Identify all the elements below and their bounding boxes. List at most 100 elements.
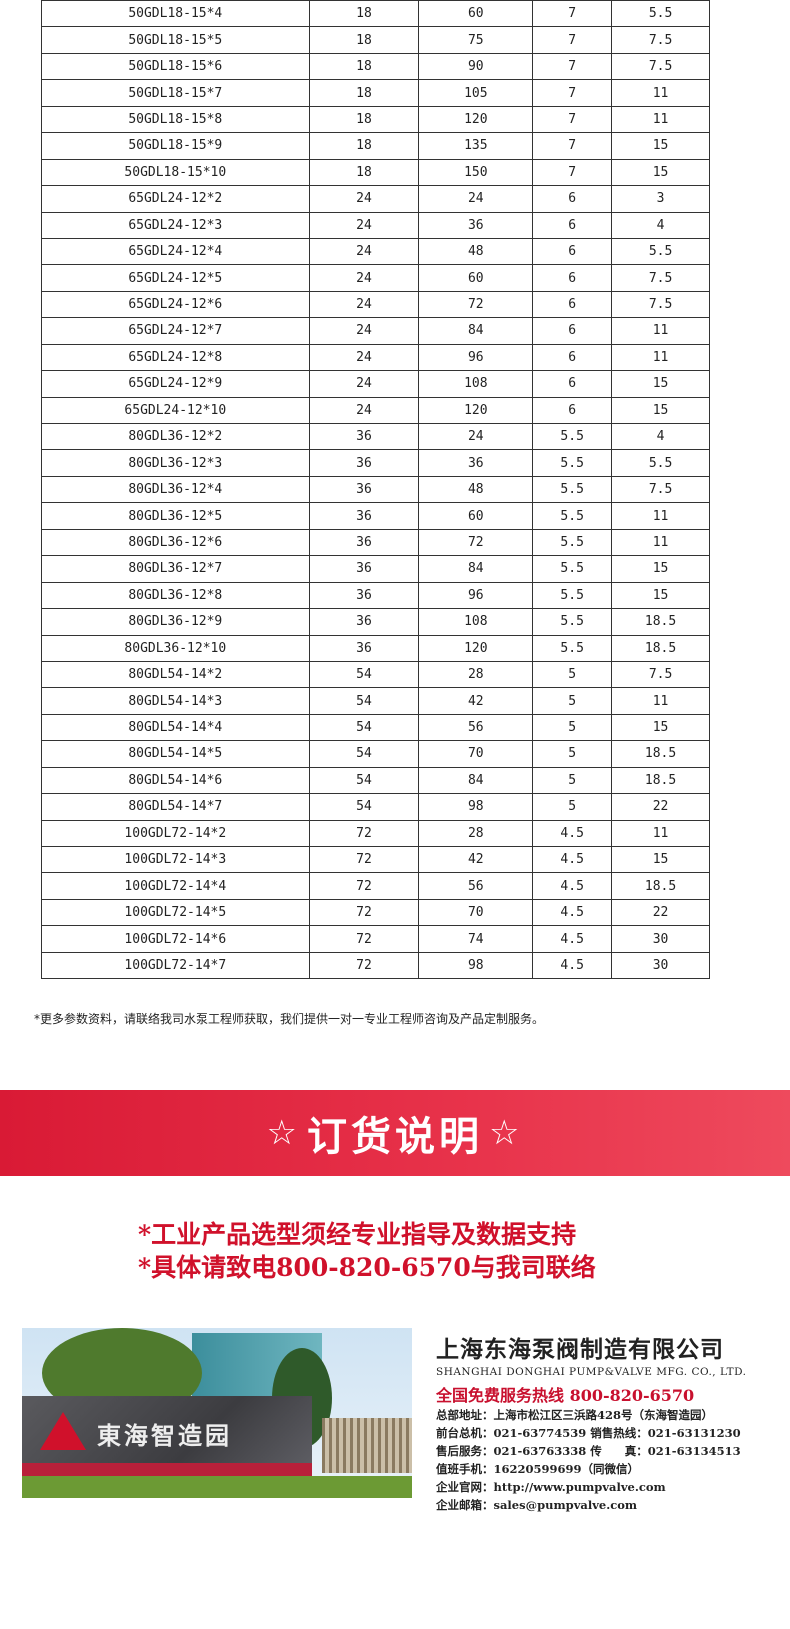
order-notes: *工业产品选型须经专业指导及数据支持 *具体请致电800-820-6570与我司… bbox=[138, 1218, 596, 1284]
table-cell: 4 bbox=[611, 422, 710, 451]
footnote: *更多参数资料，请联络我司水泵工程师获取，我们提供一对一专业工程师咨询及产品定制… bbox=[34, 1012, 545, 1026]
table-cell: 18.5 bbox=[611, 766, 710, 795]
table-cell: 100GDL72-14*7 bbox=[41, 951, 310, 980]
table-cell: 65GDL24-12*8 bbox=[41, 343, 310, 372]
table-cell: 36 bbox=[308, 449, 420, 477]
table-cell: 84 bbox=[418, 555, 534, 583]
table-cell: 28 bbox=[418, 819, 534, 848]
table-cell: 50GDL18-15*7 bbox=[41, 79, 310, 107]
table-cell: 24 bbox=[308, 396, 420, 425]
table-cell: 36 bbox=[308, 502, 420, 530]
table-cell: 72 bbox=[308, 872, 420, 900]
website-link[interactable]: 企业官网：http://www.pumpvalve.com bbox=[436, 1480, 666, 1494]
table-cell: 5.5 bbox=[532, 581, 613, 610]
table-cell: 15 bbox=[611, 396, 710, 425]
table-cell: 60 bbox=[418, 264, 534, 292]
table-cell: 74 bbox=[418, 925, 534, 953]
table-cell: 3 bbox=[611, 185, 710, 213]
table-row: 80GDL54-14*3 54 42 5 11 bbox=[41, 687, 710, 715]
table-cell: 24 bbox=[308, 185, 420, 213]
table-row: 80GDL36-12*3 36 36 5.5 5.5 bbox=[41, 449, 710, 477]
table-cell: 80GDL54-14*3 bbox=[41, 687, 310, 715]
table-cell: 72 bbox=[418, 528, 534, 557]
table-cell: 7 bbox=[532, 105, 613, 134]
table-row: 65GDL24-12*8 24 96 6 11 bbox=[41, 343, 710, 372]
table-cell: 18.5 bbox=[611, 634, 710, 662]
table-cell: 4.5 bbox=[532, 872, 613, 900]
table-cell: 5 bbox=[532, 687, 613, 715]
table-row: 50GDL18-15*5 18 75 7 7.5 bbox=[41, 26, 710, 54]
table-cell: 150 bbox=[418, 158, 534, 187]
table-cell: 5 bbox=[532, 713, 613, 742]
table-cell: 80GDL36-12*8 bbox=[41, 581, 310, 610]
table-cell: 36 bbox=[308, 608, 420, 636]
table-cell: 11 bbox=[611, 528, 710, 557]
table-cell: 24 bbox=[308, 343, 420, 372]
table-cell: 72 bbox=[308, 845, 420, 874]
table-row: 50GDL18-15*4 18 60 7 5.5 bbox=[41, 0, 710, 28]
order-notes-banner: ☆ 订货说明 ☆ bbox=[0, 1090, 790, 1176]
table-row: 100GDL72-14*5 72 70 4.5 22 bbox=[41, 898, 710, 927]
table-cell: 5.5 bbox=[532, 449, 613, 477]
table-cell: 15 bbox=[611, 845, 710, 874]
table-cell: 96 bbox=[418, 581, 534, 610]
table-row: 65GDL24-12*9 24 108 6 15 bbox=[41, 370, 710, 398]
table-cell: 5.5 bbox=[532, 422, 613, 451]
table-cell: 80GDL36-12*6 bbox=[41, 528, 310, 557]
table-cell: 42 bbox=[418, 845, 534, 874]
mobile: 值班手机：16220599699（同微信） bbox=[436, 1462, 640, 1476]
table-cell: 54 bbox=[308, 793, 420, 821]
email-link[interactable]: 企业邮箱：sales@pumpvalve.com bbox=[436, 1498, 638, 1512]
table-cell: 120 bbox=[418, 105, 534, 134]
table-cell: 6 bbox=[532, 264, 613, 292]
table-cell: 11 bbox=[611, 105, 710, 134]
table-cell: 80GDL54-14*7 bbox=[41, 793, 310, 821]
table-cell: 100GDL72-14*4 bbox=[41, 872, 310, 900]
table-cell: 100GDL72-14*3 bbox=[41, 845, 310, 874]
table-cell: 11 bbox=[611, 502, 710, 530]
table-cell: 36 bbox=[418, 449, 534, 477]
service-fax: 售后服务：021-63763338 传 真：021-63134513 bbox=[436, 1444, 741, 1458]
table-row: 100GDL72-14*6 72 74 4.5 30 bbox=[41, 925, 710, 953]
table-cell: 5.5 bbox=[611, 0, 710, 28]
park-sign: 東海智造园 bbox=[97, 1422, 232, 1450]
table-row: 100GDL72-14*7 72 98 4.5 30 bbox=[41, 951, 710, 980]
table-cell: 24 bbox=[308, 237, 420, 266]
table-cell: 5 bbox=[532, 660, 613, 689]
table-cell: 18 bbox=[308, 79, 420, 107]
table-cell: 4 bbox=[611, 211, 710, 239]
table-row: 50GDL18-15*7 18 105 7 11 bbox=[41, 79, 710, 107]
table-cell: 5 bbox=[532, 766, 613, 795]
table-cell: 7.5 bbox=[611, 52, 710, 81]
table-cell: 5 bbox=[532, 740, 613, 768]
table-cell: 100GDL72-14*6 bbox=[41, 925, 310, 953]
table-cell: 60 bbox=[418, 0, 534, 28]
address: 总部地址：上海市松江区三浜路428号（东海智造园） bbox=[436, 1408, 714, 1422]
lawn bbox=[22, 1476, 412, 1498]
table-cell: 65GDL24-12*10 bbox=[41, 396, 310, 425]
table-cell: 80GDL54-14*6 bbox=[41, 766, 310, 795]
table-cell: 6 bbox=[532, 237, 613, 266]
table-cell: 5.5 bbox=[532, 608, 613, 636]
company-name-cn: 上海东海泵阀制造有限公司 bbox=[436, 1337, 724, 1363]
table-cell: 18 bbox=[308, 105, 420, 134]
table-cell: 36 bbox=[308, 475, 420, 504]
table-cell: 100GDL72-14*5 bbox=[41, 898, 310, 927]
table-cell: 36 bbox=[308, 422, 420, 451]
table-cell: 42 bbox=[418, 687, 534, 715]
company-name-en: SHANGHAI DONGHAI PUMP&VALVE MFG. CO., LT… bbox=[436, 1366, 747, 1378]
table-cell: 4.5 bbox=[532, 819, 613, 848]
table-cell: 18 bbox=[308, 158, 420, 187]
table-cell: 56 bbox=[418, 872, 534, 900]
table-cell: 7.5 bbox=[611, 26, 710, 54]
company-park-photo: 東海智造园 bbox=[22, 1328, 412, 1498]
table-cell: 18 bbox=[308, 132, 420, 160]
table-cell: 50GDL18-15*8 bbox=[41, 105, 310, 134]
table-cell: 6 bbox=[532, 290, 613, 319]
table-cell: 4.5 bbox=[532, 925, 613, 953]
table-cell: 5.5 bbox=[532, 475, 613, 504]
sign-wall: 東海智造园 bbox=[22, 1396, 312, 1476]
table-row: 50GDL18-15*6 18 90 7 7.5 bbox=[41, 52, 710, 81]
table-cell: 11 bbox=[611, 317, 710, 345]
table-cell: 135 bbox=[418, 132, 534, 160]
